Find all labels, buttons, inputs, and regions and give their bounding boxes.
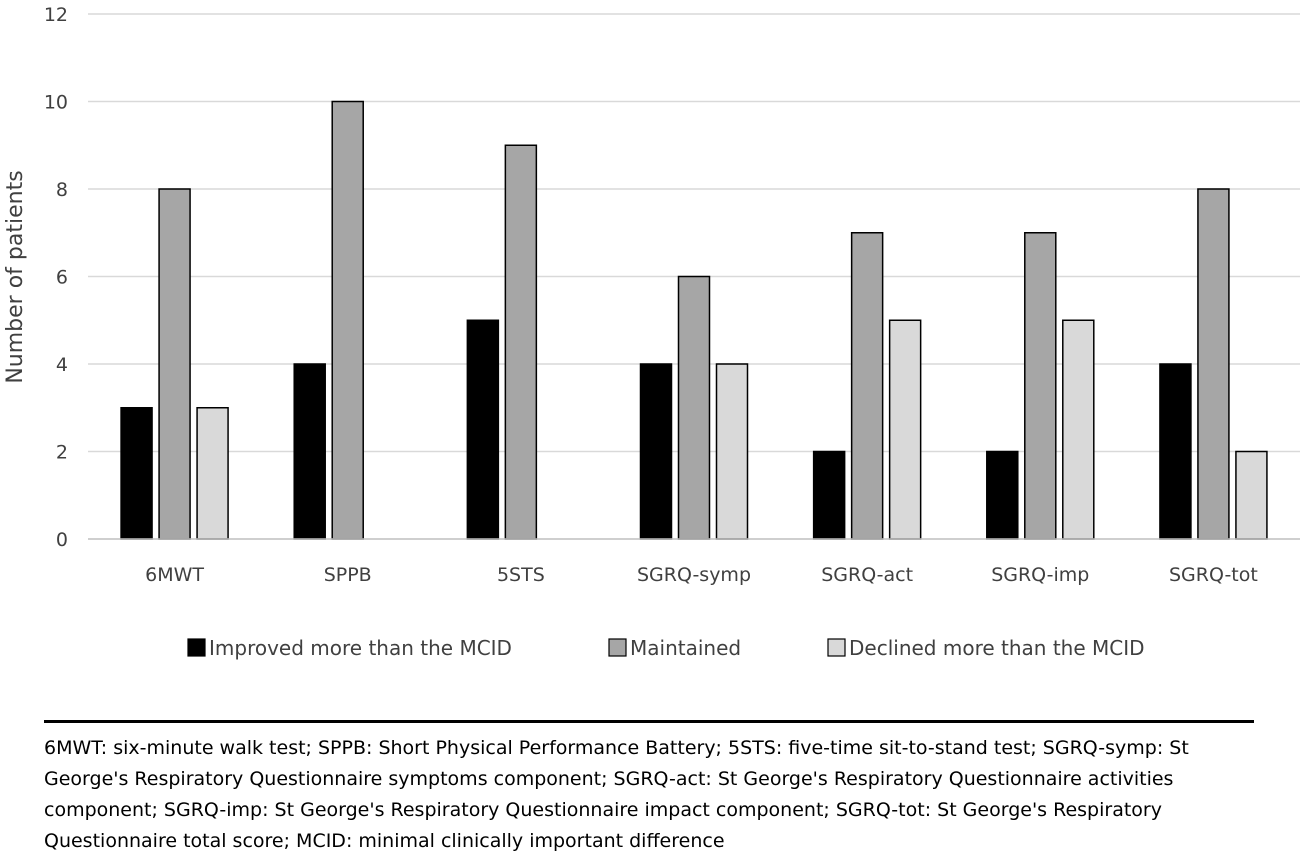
bar: [715, 363, 749, 540]
y-tick-label: 0: [56, 529, 68, 551]
x-tick-label: SGRQ-act: [821, 564, 913, 586]
legend-label: Improved more than the MCID: [209, 636, 512, 660]
bar: [120, 407, 153, 540]
legend-swatch: [827, 638, 846, 657]
bars: [120, 100, 1268, 540]
footnote-divider: [44, 720, 1254, 723]
x-axis-ticks: 6MWT SPPB 5STS SGRQ-symp SGRQ-act SGRQ-imp SGR…: [145, 564, 1258, 586]
y-tick-label: 10: [44, 92, 68, 114]
legend-label: Maintained: [630, 636, 741, 660]
footnote: 6MWT: six-minute walk test; SPPB: Short …: [44, 737, 1189, 852]
bar: [1062, 319, 1095, 540]
legend-swatch: [187, 638, 206, 657]
bar: [812, 450, 846, 540]
x-tick-label: SGRQ-imp: [991, 564, 1089, 586]
bar: [677, 275, 711, 540]
y-tick-label: 6: [56, 267, 68, 289]
y-tick-label: 2: [56, 442, 68, 464]
bar: [850, 232, 884, 540]
legend: Improved more than the MCID Maintained Dec…: [187, 636, 1145, 660]
x-tick-label: SGRQ-symp: [637, 564, 751, 586]
bar: [1197, 188, 1230, 540]
bar: [331, 100, 364, 540]
bar: [639, 363, 673, 540]
x-tick-label: 5STS: [497, 564, 545, 586]
bar: [1159, 363, 1192, 540]
x-tick-label: SGRQ-tot: [1169, 564, 1258, 586]
y-axis-label: Number of patients: [3, 170, 28, 383]
bar: [293, 363, 326, 540]
x-tick-label: SPPB: [324, 564, 372, 586]
bar: [888, 319, 922, 540]
bar: [158, 188, 191, 540]
bar: [196, 407, 229, 540]
bar: [1235, 450, 1268, 540]
bar: [466, 319, 500, 540]
x-tick-label: 6MWT: [145, 564, 204, 586]
y-tick-label: 4: [56, 354, 68, 376]
bar: [504, 144, 538, 540]
y-tick-label: 12: [44, 4, 68, 26]
bar-chart: 0 2 4 6 8 10 12 Number of patients 6MWT SPPB 5ST…: [3, 4, 1300, 660]
legend-swatch: [608, 638, 627, 657]
y-tick-label: 8: [56, 179, 68, 201]
bar: [1024, 232, 1057, 540]
bar: [986, 450, 1019, 540]
y-axis-ticks: 0 2 4 6 8 10 12: [44, 4, 68, 551]
legend-label: Declined more than the MCID: [849, 636, 1145, 660]
